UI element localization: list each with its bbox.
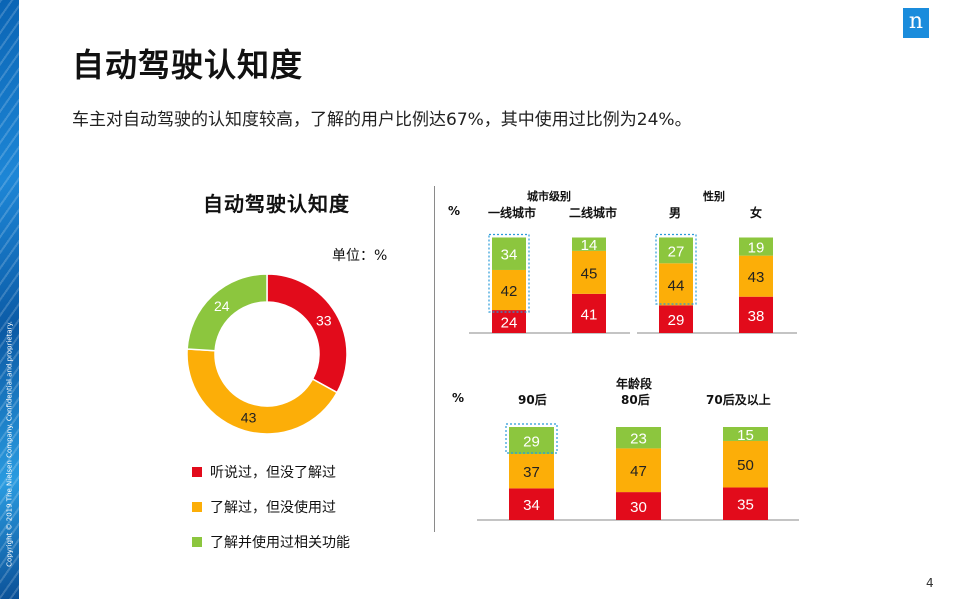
bar-value-label: 50 [737, 457, 754, 474]
bar-value-label: 23 [630, 431, 647, 448]
age-category-label: 80后 [621, 393, 650, 407]
bar-value-label: 41 [581, 306, 598, 323]
bar-segment [723, 427, 768, 441]
bar-value-label: 29 [668, 312, 685, 329]
bar-segment [659, 305, 693, 333]
bar-segment [739, 237, 773, 256]
bar-segment [509, 427, 554, 454]
bar-value-label: 14 [581, 237, 598, 254]
bar-segment [492, 310, 526, 333]
donut-slice [186, 273, 268, 352]
bar-segment [509, 453, 554, 489]
bar-segment [572, 293, 606, 333]
page-number: 4 [926, 576, 934, 590]
legend-swatch-orange [192, 501, 202, 512]
highlight-box [488, 233, 530, 313]
age-panel-group-label: 年龄段 [616, 377, 653, 391]
awareness-donut-chart: 33 43 24 [186, 273, 348, 435]
bar-segment [739, 296, 773, 333]
bar-value-label: 38 [748, 308, 765, 325]
highlight-box [655, 233, 697, 305]
bar-value-label: 34 [501, 247, 518, 264]
donut-slice-label: 43 [241, 409, 257, 425]
donut-slice [266, 273, 348, 394]
bar-value-label: 37 [523, 464, 540, 481]
city-category-label: 一线城市 [488, 206, 537, 220]
bar-segment [616, 427, 661, 449]
bar-segment [492, 237, 526, 270]
bar-value-label: 45 [581, 265, 598, 282]
copyright-text: Copyright © 2019 The Nielsen Company. Co… [5, 321, 14, 567]
age-category-label: 70后及以上 [706, 393, 771, 407]
bar-segment [723, 440, 768, 488]
legend-item: 了解并使用过相关功能 [192, 530, 350, 553]
age-category-label: 90后 [518, 393, 547, 407]
gender-category-label: 女 [750, 206, 763, 220]
donut-legend: 听说过，但没了解过 了解过，但没使用过 了解并使用过相关功能 [192, 460, 350, 565]
legend-item: 了解过，但没使用过 [192, 495, 350, 518]
vertical-divider [434, 186, 435, 532]
nielsen-logo: n [903, 8, 929, 38]
donut-slice-label: 33 [316, 312, 332, 328]
bar-segment [659, 237, 693, 264]
legend-label: 了解并使用过相关功能 [210, 534, 350, 551]
legend-item: 听说过，但没了解过 [192, 460, 350, 483]
page-subtitle: 车主对自动驾驶的认知度较高，了解的用户比例达67%，其中使用过比例为24%。 [72, 110, 692, 130]
donut-slice-label: 24 [214, 298, 230, 314]
bar-segment [572, 237, 606, 251]
age-panel-unit: % [452, 391, 465, 405]
donut-chart-title: 自动驾驶认知度 [203, 192, 350, 216]
city-panel-unit: % [448, 204, 461, 218]
bar-segment [509, 488, 554, 520]
bar-value-label: 30 [630, 499, 647, 516]
bar-value-label: 43 [748, 269, 765, 286]
bar-segment [572, 250, 606, 294]
gender-category-label: 男 [669, 206, 682, 220]
bar-value-label: 24 [501, 315, 518, 332]
bar-value-label: 19 [748, 240, 765, 257]
bar-value-label: 42 [501, 283, 518, 300]
bar-segment [739, 255, 773, 297]
bar-value-label: 47 [630, 463, 647, 480]
donut-unit-label: 单位：% [332, 248, 388, 264]
bar-value-label: 34 [523, 497, 540, 514]
legend-swatch-green [192, 536, 202, 547]
legend-label: 了解过，但没使用过 [210, 499, 336, 516]
donut-slice [186, 348, 339, 435]
city-category-label: 二线城市 [569, 206, 618, 220]
bar-segment [616, 448, 661, 493]
bar-segment [723, 487, 768, 520]
bar-value-label: 29 [523, 433, 540, 450]
bar-segment [616, 492, 661, 520]
page-title: 自动驾驶认知度 [72, 46, 304, 84]
bar-value-label: 44 [668, 277, 685, 294]
highlight-box [505, 423, 558, 454]
bar-value-label: 27 [668, 243, 685, 260]
legend-label: 听说过，但没了解过 [210, 464, 336, 481]
city-panel-group-label: 城市级别 [527, 190, 571, 203]
bar-value-label: 15 [737, 427, 754, 444]
bar-value-label: 35 [737, 497, 754, 514]
gender-panel-group-label: 性别 [703, 190, 725, 203]
bar-segment [659, 263, 693, 306]
side-decoration-strip: Copyright © 2019 The Nielsen Company. Co… [0, 0, 19, 599]
legend-swatch-red [192, 466, 202, 477]
bar-segment [492, 269, 526, 311]
